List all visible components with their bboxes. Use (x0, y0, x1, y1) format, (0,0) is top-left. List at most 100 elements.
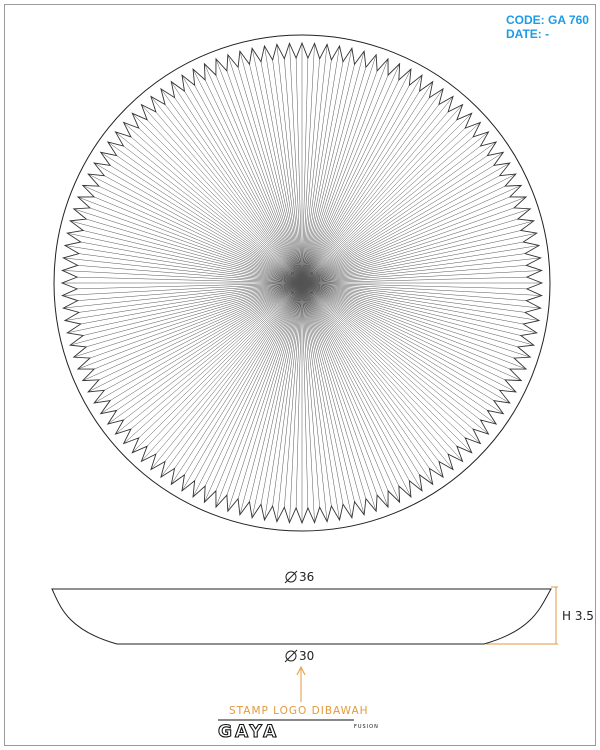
radial-ray (77, 282, 303, 290)
radial-ray (155, 282, 303, 455)
radial-ray (301, 44, 328, 284)
radial-ray (301, 48, 353, 284)
plate-side-profile: H 3.5 36 30 (51, 570, 594, 663)
radial-ray (301, 69, 412, 284)
radial-ray (83, 230, 303, 284)
radial-ray (301, 45, 340, 284)
radial-ray (301, 245, 540, 284)
radial-ray (301, 282, 315, 523)
radial-ray (289, 43, 303, 284)
radial-ray (301, 185, 506, 284)
radial-ray (194, 282, 303, 481)
radial-ray (301, 282, 423, 491)
radial-ray (237, 282, 303, 499)
radial-ray (301, 282, 527, 290)
radial-ray (301, 67, 367, 284)
radial-ray (301, 122, 481, 284)
radial-ray (73, 208, 303, 284)
radial-ray (301, 282, 320, 508)
radial-ray (141, 282, 303, 462)
radial-ray (301, 79, 400, 284)
radial-ray (289, 282, 303, 523)
stamp-arrow (296, 665, 306, 702)
radial-ray (301, 282, 494, 401)
radial-ray (215, 282, 303, 491)
radial-ray (301, 282, 531, 358)
radial-texture (62, 43, 542, 523)
radial-ray (301, 282, 500, 391)
radial-ray (104, 282, 303, 391)
radial-ray (301, 282, 510, 370)
radial-ray (301, 257, 541, 284)
radial-ray (226, 282, 303, 496)
radial-ray (301, 282, 527, 370)
radial-ray (301, 70, 378, 284)
radial-ray (301, 208, 531, 284)
radial-ray (67, 232, 303, 284)
radial-ray (83, 282, 303, 336)
radial-ray (77, 196, 303, 284)
radial-ray (301, 282, 489, 435)
radial-ray (98, 282, 303, 381)
radial-ray (130, 136, 303, 284)
radial-ray (301, 282, 412, 497)
radial-ray (301, 282, 506, 381)
radial-ray (164, 282, 303, 462)
radial-ray (301, 282, 400, 503)
radial-ray (80, 282, 303, 325)
radial-ray (301, 270, 542, 284)
radial-ray (70, 282, 303, 346)
radial-ray (239, 51, 303, 284)
radial-ray (110, 282, 303, 401)
radial-ray (204, 282, 303, 503)
radial-ray (204, 79, 303, 284)
radial-ray (94, 282, 303, 370)
radial-ray (171, 81, 303, 284)
radial-ray (132, 113, 303, 284)
radial-ray (301, 145, 481, 284)
radial-ray (100, 152, 303, 284)
radial-ray (284, 282, 303, 508)
radial-ray (301, 75, 389, 284)
radial-ray (301, 58, 320, 284)
radial-ray (301, 282, 481, 421)
radial-ray (301, 282, 367, 499)
radial-ray (284, 58, 303, 284)
radial-ray (301, 85, 410, 284)
radial-ray (301, 155, 488, 284)
radial-ray (164, 104, 303, 284)
product-code: CODE: GA 760 (506, 13, 589, 27)
radial-ray (94, 282, 303, 404)
radial-ray (123, 282, 303, 421)
radial-ray (70, 220, 303, 284)
radial-ray (301, 282, 472, 453)
radial-ray (73, 282, 303, 358)
radial-ray (301, 282, 433, 485)
radial-ray (100, 282, 303, 414)
radial-ray (301, 282, 540, 321)
radial-ray (80, 241, 303, 284)
radial-ray (301, 104, 440, 284)
radial-ray (63, 257, 303, 284)
product-date: DATE: - (506, 27, 550, 41)
radial-ray (301, 141, 497, 284)
diameter-top-label: 36 (299, 570, 314, 584)
radial-ray (301, 88, 444, 284)
radial-ray (264, 282, 303, 521)
radial-ray (110, 165, 303, 284)
radial-ray (301, 282, 522, 381)
radial-ray (301, 196, 527, 284)
radial-ray (301, 282, 365, 515)
radial-ray (107, 282, 303, 425)
diameter-bottom-symbol (284, 649, 298, 663)
logo-text: GAYA (218, 722, 279, 742)
radial-ray (138, 127, 303, 284)
radial-ray (301, 43, 315, 284)
radial-ray (301, 282, 378, 496)
radial-ray (301, 63, 400, 284)
radial-ray (301, 61, 344, 284)
radial-ray (62, 282, 303, 296)
diameter-top-symbol (284, 570, 298, 584)
radial-ray (160, 282, 303, 478)
